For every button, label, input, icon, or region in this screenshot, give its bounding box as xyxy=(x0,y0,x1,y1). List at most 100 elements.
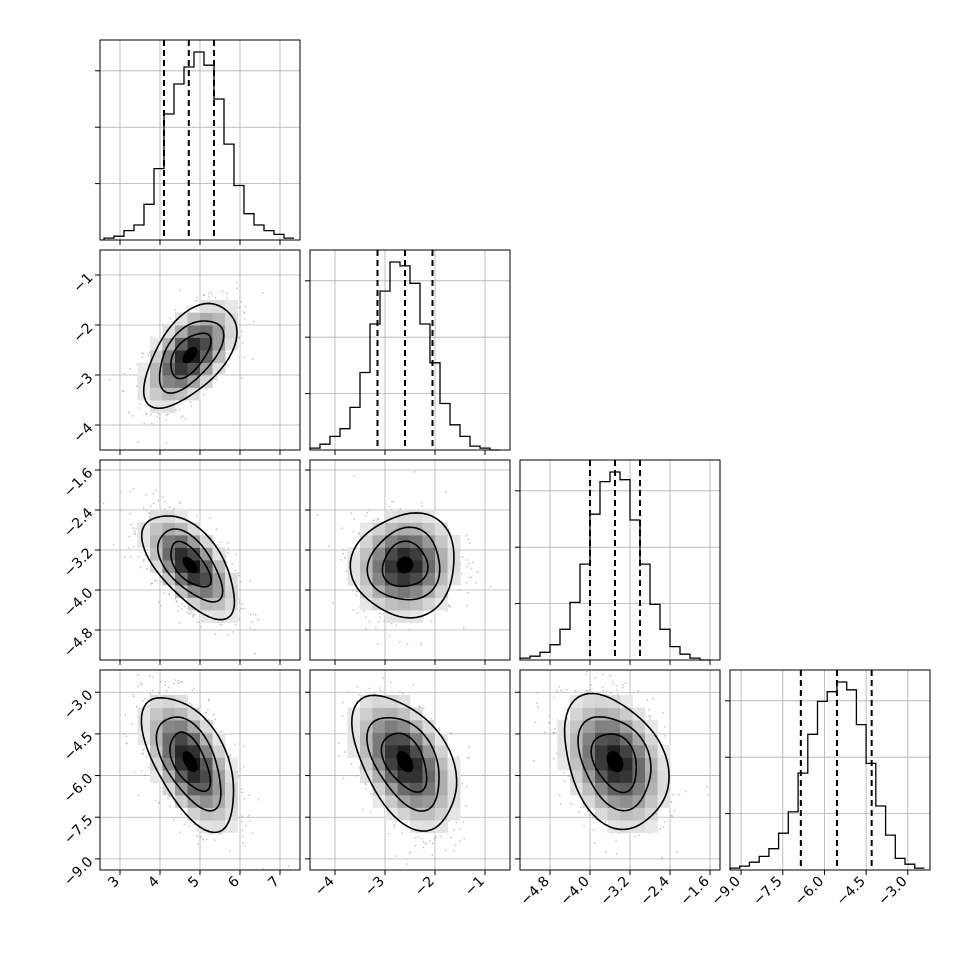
sample-point xyxy=(208,295,211,298)
sample-point xyxy=(181,602,183,605)
density-cell xyxy=(225,795,238,808)
sample-point xyxy=(227,552,230,554)
sample-point xyxy=(388,505,391,508)
density-cell xyxy=(385,732,398,746)
density-cell xyxy=(372,522,386,536)
sample-point xyxy=(189,401,192,404)
sample-point xyxy=(212,713,215,716)
sample-point xyxy=(262,867,265,870)
density-cell xyxy=(435,820,448,833)
sample-point xyxy=(130,556,133,558)
sample-point xyxy=(177,605,180,608)
sample-point xyxy=(225,561,228,563)
sample-point xyxy=(368,687,371,690)
sample-point xyxy=(449,731,452,734)
sample-point xyxy=(341,527,344,530)
density-cell xyxy=(150,337,163,351)
sample-point xyxy=(167,413,169,416)
sample-point xyxy=(142,560,145,562)
density-cell xyxy=(200,312,213,326)
density-cell xyxy=(200,807,213,821)
sample-point xyxy=(372,651,374,653)
sample-point xyxy=(287,865,290,868)
density-cell xyxy=(225,610,238,623)
sample-point xyxy=(468,746,471,748)
sample-point xyxy=(141,753,143,755)
density-cell xyxy=(175,325,188,338)
scatter-panel-3-2 xyxy=(305,459,511,665)
sample-point xyxy=(378,687,381,689)
sample-point xyxy=(165,689,168,692)
density-cell xyxy=(175,312,188,326)
sample-point xyxy=(168,506,171,509)
sample-point xyxy=(216,378,218,381)
sample-point xyxy=(229,849,232,852)
sample-point xyxy=(362,808,364,811)
density-cell xyxy=(410,597,423,611)
sample-point xyxy=(140,682,142,685)
sample-point xyxy=(439,835,442,838)
sample-point xyxy=(180,608,183,611)
density-cell xyxy=(347,720,361,733)
sample-point xyxy=(376,520,379,522)
density-cell xyxy=(212,807,226,821)
density-cell xyxy=(212,597,226,611)
sample-point xyxy=(196,296,199,299)
sample-point xyxy=(164,500,166,503)
sample-point xyxy=(152,492,155,495)
sample-point xyxy=(364,514,367,517)
sample-point xyxy=(168,795,170,797)
sample-point xyxy=(390,622,393,625)
sample-point xyxy=(123,732,126,735)
density-cell xyxy=(360,720,373,733)
density-cell xyxy=(212,362,226,376)
density-cell xyxy=(200,300,213,313)
sample-point xyxy=(364,788,367,790)
density-cell xyxy=(347,572,361,586)
density-cell xyxy=(435,585,448,598)
sample-point xyxy=(242,835,244,838)
peak-contour xyxy=(182,750,198,773)
sample-point xyxy=(462,820,465,823)
sample-point xyxy=(164,508,166,511)
sample-point xyxy=(137,794,140,797)
peak-contour xyxy=(396,750,414,773)
density-cell xyxy=(212,782,226,796)
density-cell xyxy=(162,350,176,363)
sample-point xyxy=(128,367,131,370)
sample-point xyxy=(243,356,246,359)
sample-point xyxy=(244,318,246,320)
density-cell xyxy=(150,707,163,721)
density-cell xyxy=(435,572,448,586)
density-cell xyxy=(410,510,423,523)
density-cell xyxy=(347,560,361,573)
density-cell xyxy=(212,350,226,363)
sample-point xyxy=(341,715,344,718)
panel-frame xyxy=(729,669,931,871)
sample-point xyxy=(139,566,142,569)
density-cell xyxy=(385,597,398,611)
sample-point xyxy=(376,643,379,646)
sample-point xyxy=(468,576,471,579)
sample-point xyxy=(458,589,461,592)
sample-point xyxy=(187,306,190,308)
sample-point xyxy=(489,585,492,588)
sample-point xyxy=(190,405,193,408)
sample-point xyxy=(422,846,425,849)
density-contour xyxy=(366,717,440,812)
sample-point xyxy=(186,611,189,614)
sample-point xyxy=(149,504,152,507)
density-cell xyxy=(385,795,398,808)
sample-point xyxy=(180,681,182,683)
sample-point xyxy=(355,590,358,593)
sample-point xyxy=(109,378,111,381)
density-contour xyxy=(155,716,222,812)
sample-point xyxy=(129,512,131,515)
sample-point xyxy=(219,833,221,836)
sample-point xyxy=(215,528,218,530)
sample-point xyxy=(215,376,218,378)
density-cell xyxy=(360,560,373,573)
sample-point xyxy=(221,290,224,293)
sample-point xyxy=(203,393,205,396)
sample-point xyxy=(157,412,160,415)
